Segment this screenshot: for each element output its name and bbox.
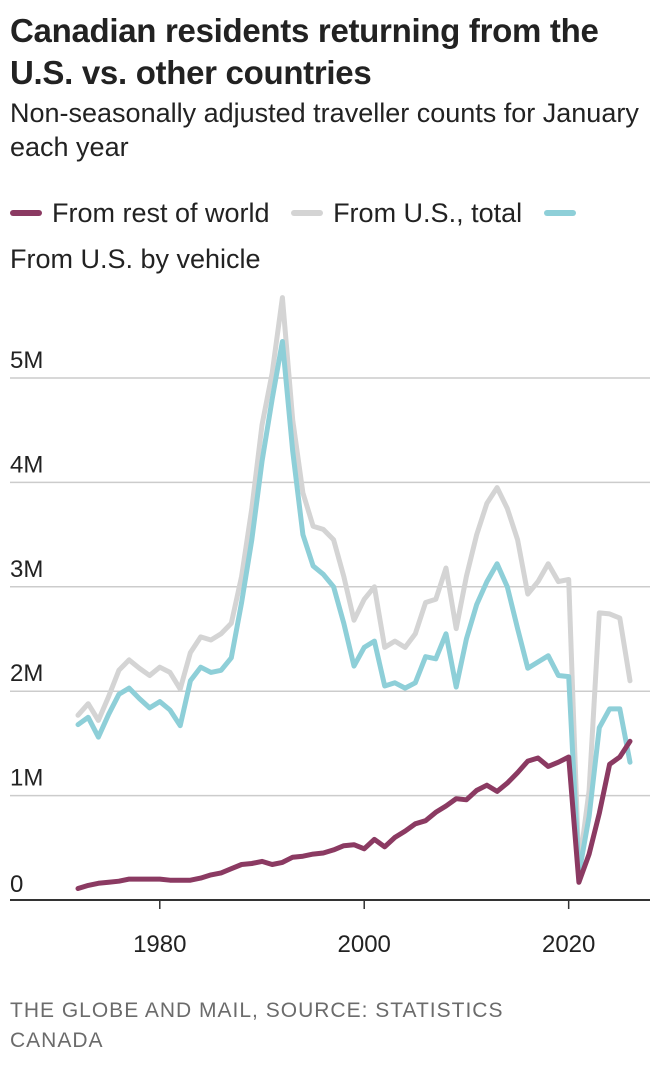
series-line-us-total [75, 295, 633, 872]
line-chart: 0 1M 2M 3M 4M 5M 1980 2000 2020 [10, 295, 650, 958]
legend-label-rest-of-world: From rest of world [52, 198, 270, 228]
legend-label-us-vehicle: From U.S. by vehicle [10, 244, 261, 274]
x-tick-label-2020: 2020 [542, 931, 595, 958]
legend: From rest of world From U.S., total From… [10, 190, 630, 282]
y-tick-label-0: 0 [10, 871, 23, 898]
legend-item-rest-of-world: From rest of world [10, 198, 270, 228]
legend-item-us-total: From U.S., total [291, 198, 522, 228]
x-tick-label-1980: 1980 [133, 931, 186, 958]
y-tick-label-1: 1M [10, 765, 43, 792]
series-line-us-vehicle [75, 339, 633, 877]
legend-swatch-us-vehicle [543, 209, 576, 216]
y-tick-label-4: 4M [10, 451, 43, 478]
legend-swatch-rest-of-world [10, 209, 42, 216]
chart-title: Canadian residents returning from the U.… [10, 12, 599, 91]
x-tick-label-2000: 2000 [338, 931, 391, 958]
chart-subtitle: Non-seasonally adjusted traveller counts… [10, 98, 639, 162]
y-tick-label-5: 5M [10, 347, 43, 374]
series-line-rest-of-world [75, 738, 633, 891]
legend-label-us-total: From U.S., total [333, 198, 523, 228]
source-note: THE GLOBE AND MAIL, SOURCE: STATISTICS C… [10, 999, 504, 1052]
legend-item-us-vehicle: From U.S. by vehicle [10, 198, 586, 274]
legend-swatch-us-total [291, 209, 324, 216]
y-tick-label-3: 3M [10, 556, 43, 583]
y-tick-label-2: 2M [10, 660, 43, 687]
